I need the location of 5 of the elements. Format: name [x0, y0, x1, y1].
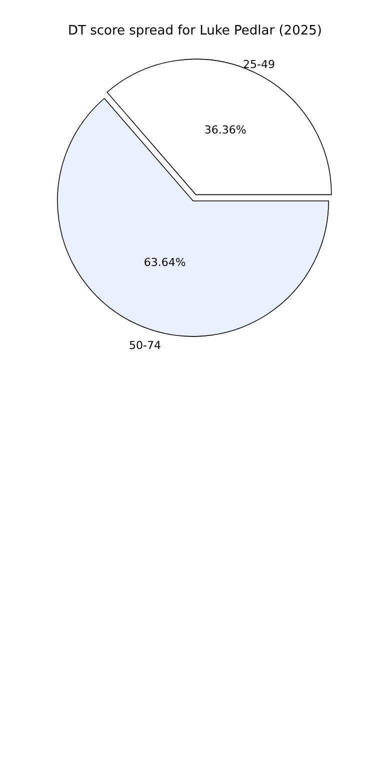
data-label: 63.64% [144, 256, 186, 270]
data-label: 36.36% [204, 124, 246, 137]
slice-label: 50-74 [129, 339, 161, 352]
chart-title: DT score spread for Luke Pedlar (2025) [68, 24, 322, 39]
slice-label: 25-49 [243, 58, 275, 71]
